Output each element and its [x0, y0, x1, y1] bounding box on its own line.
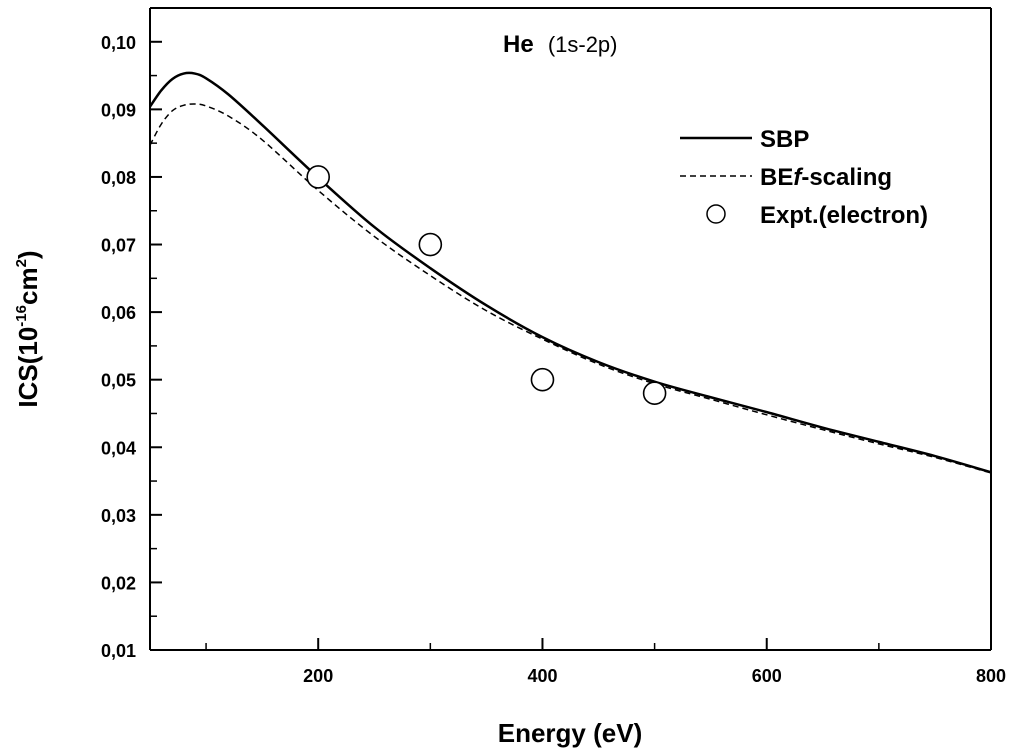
- plot-frame: [149, 7, 992, 651]
- y-tick-label: 0,10: [101, 33, 136, 53]
- y-tick-label: 0,08: [101, 168, 136, 188]
- chart-annotation: He (1s-2p): [503, 31, 618, 58]
- y-tick-label: 0,04: [101, 438, 136, 458]
- y-tick-label: 0,09: [101, 100, 136, 120]
- series-line-bef-scaling: [149, 103, 992, 474]
- data-point-expt-electron: [306, 165, 331, 189]
- annotation-transition: (1s-2p): [548, 32, 618, 57]
- data-point-expt-electron: [530, 367, 555, 392]
- y-tick-label: 0,02: [101, 573, 136, 593]
- y-tick-label: 0,03: [101, 506, 136, 526]
- y-tick-label: 0,06: [101, 303, 136, 323]
- series-points: [306, 165, 667, 406]
- data-point-expt-electron: [642, 381, 667, 406]
- legend-label-expt: Expt.(electron): [760, 202, 928, 229]
- y-tick-label: 0,07: [101, 236, 136, 256]
- series-line-sbp: [148, 71, 992, 474]
- x-tick-label: 200: [303, 666, 333, 686]
- legend-swatch-expt: [706, 204, 726, 224]
- x-tick-label: 400: [527, 666, 557, 686]
- legend-label-bef: BEf-scaling: [760, 164, 892, 191]
- legend-label-sbp: SBP: [760, 126, 809, 153]
- annotation-species: He: [503, 31, 534, 58]
- y-tick-label: 0,01: [101, 641, 136, 661]
- axis-ticks: 200 400 600 800 0,01 0,02 0,03 0,04 0,05 0,06 0,07…: [101, 33, 1006, 686]
- x-tick-label: 600: [752, 666, 782, 686]
- data-point-expt-electron: [418, 232, 443, 257]
- y-tick-label: 0,05: [101, 371, 136, 391]
- y-axis-title: ICS(10-16cm2): [13, 250, 43, 407]
- x-axis-title: Energy (eV): [498, 718, 643, 748]
- legend: SBP BEf-scaling Expt.(electron): [680, 126, 928, 229]
- x-tick-label: 800: [976, 666, 1006, 686]
- series-lines: [148, 71, 992, 474]
